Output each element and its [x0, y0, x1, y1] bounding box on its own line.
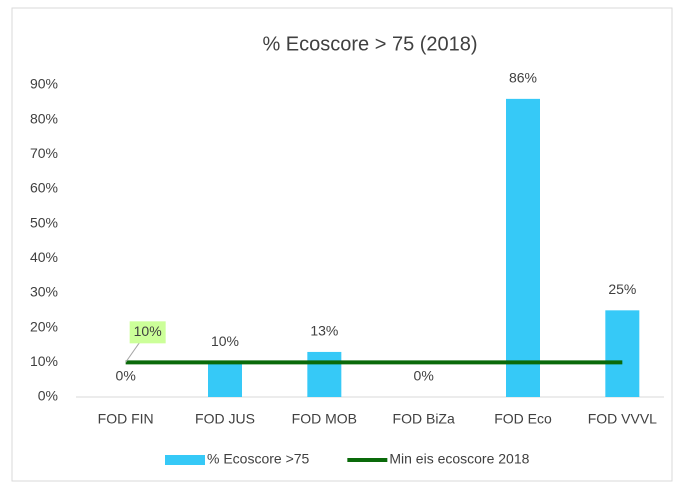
- chart-border: [11, 7, 673, 482]
- data-label: 25%: [608, 281, 636, 297]
- leader-line: [125, 342, 141, 363]
- legend-label: % Ecoscore >75: [207, 451, 310, 467]
- x-tick-label: FOD MOB: [292, 411, 357, 427]
- x-tick-label: FOD JUS: [195, 411, 255, 427]
- y-tick-label: 0%: [38, 388, 58, 404]
- y-tick-label: 80%: [30, 110, 58, 126]
- data-label: 10%: [134, 323, 162, 339]
- bar: [307, 351, 342, 397]
- y-tick-label: 20%: [30, 318, 58, 334]
- chart-title: % Ecoscore > 75 (2018): [262, 33, 477, 55]
- y-tick-label: 70%: [30, 145, 58, 161]
- data-label: 0%: [116, 368, 136, 384]
- data-label: 10%: [211, 333, 239, 349]
- x-tick-label: FOD FIN: [98, 411, 154, 427]
- legend-label: Min eis ecoscore 2018: [389, 451, 529, 467]
- data-label: 0%: [414, 368, 434, 384]
- data-label: 86%: [509, 70, 537, 86]
- y-tick-label: 10%: [30, 353, 58, 369]
- x-tick-label: FOD VVVL: [588, 411, 657, 427]
- bar: [208, 362, 242, 397]
- y-tick-label: 30%: [30, 284, 58, 300]
- y-tick-label: 50%: [30, 214, 58, 230]
- data-label-box: [129, 321, 166, 344]
- x-tick-label: FOD Eco: [494, 411, 552, 427]
- legend-swatch: [165, 455, 205, 465]
- y-tick-label: 60%: [30, 180, 58, 196]
- y-tick-label: 90%: [30, 76, 58, 92]
- y-tick-label: 40%: [30, 249, 58, 265]
- data-label: 13%: [310, 323, 338, 339]
- bar: [605, 310, 640, 397]
- bar: [506, 98, 540, 397]
- x-tick-label: FOD BiZa: [393, 411, 455, 427]
